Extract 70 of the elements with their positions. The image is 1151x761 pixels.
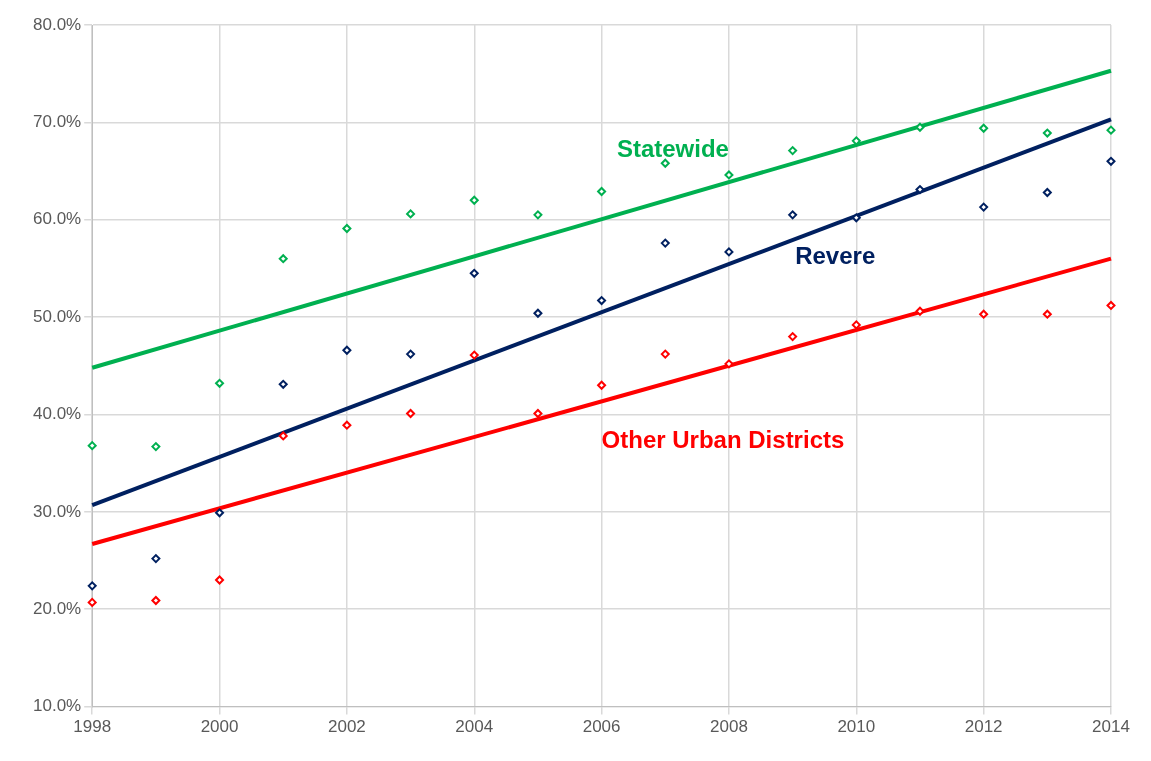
point: [851, 213, 861, 223]
x-tick-label: 2012: [964, 717, 1003, 737]
point: [215, 378, 225, 388]
y-tick-label: 30.0%: [33, 501, 82, 521]
point: [1042, 128, 1052, 138]
x-tick-label: 2002: [327, 717, 366, 737]
point: [87, 597, 97, 607]
x-tick-label: 2006: [582, 717, 621, 737]
point: [151, 442, 161, 452]
point: [342, 345, 352, 355]
point: [278, 379, 288, 389]
point: [660, 158, 670, 168]
point: [406, 409, 416, 419]
y-tick-label: 20.0%: [33, 598, 82, 618]
point: [597, 380, 607, 390]
point: [469, 268, 479, 278]
point: [979, 123, 989, 133]
point: [278, 254, 288, 264]
point: [533, 308, 543, 318]
point: [724, 247, 734, 257]
point: [597, 187, 607, 197]
point: [342, 420, 352, 430]
point: [215, 575, 225, 585]
point: [660, 349, 670, 359]
point: [597, 296, 607, 306]
y-tick-label: 80.0%: [33, 14, 82, 34]
point: [1042, 309, 1052, 319]
point: [724, 170, 734, 180]
point: [915, 122, 925, 132]
point: [469, 350, 479, 360]
x-tick-label: 2000: [200, 717, 239, 737]
point: [87, 441, 97, 451]
point: [915, 306, 925, 316]
point: [87, 581, 97, 591]
point: [406, 209, 416, 219]
point: [788, 146, 798, 156]
x-tick-label: 2008: [710, 717, 748, 737]
y-tick-label: 50.0%: [33, 306, 82, 326]
point: [979, 309, 989, 319]
point: [788, 210, 798, 220]
point: [979, 202, 989, 212]
point: [406, 349, 416, 359]
y-tick-label: 70.0%: [33, 112, 82, 132]
point: [851, 320, 861, 330]
point: [151, 554, 161, 564]
y-tick-label: 40.0%: [33, 404, 82, 424]
x-tick-label: 2014: [1092, 717, 1130, 737]
series-label: Revere: [795, 241, 876, 269]
x-tick-label: 2004: [455, 717, 494, 737]
point: [1106, 156, 1116, 166]
y-tick-label: 60.0%: [33, 209, 82, 229]
x-tick-label: 2010: [837, 717, 876, 737]
point: [469, 195, 479, 205]
point: [1106, 125, 1116, 135]
point: [660, 238, 670, 248]
point: [533, 210, 543, 220]
point: [215, 508, 225, 518]
point: [342, 224, 352, 234]
point: [533, 409, 543, 419]
point: [915, 185, 925, 195]
point: [1106, 300, 1116, 310]
point: [151, 595, 161, 605]
point: [724, 359, 734, 369]
point: [788, 332, 798, 342]
series-label: Statewide: [616, 135, 729, 163]
point: [278, 431, 288, 441]
x-tick-label: 1998: [73, 717, 112, 737]
point: [1042, 187, 1052, 197]
series-label: Other Urban Districts: [601, 425, 845, 453]
y-tick-label: 10.0%: [33, 696, 82, 716]
